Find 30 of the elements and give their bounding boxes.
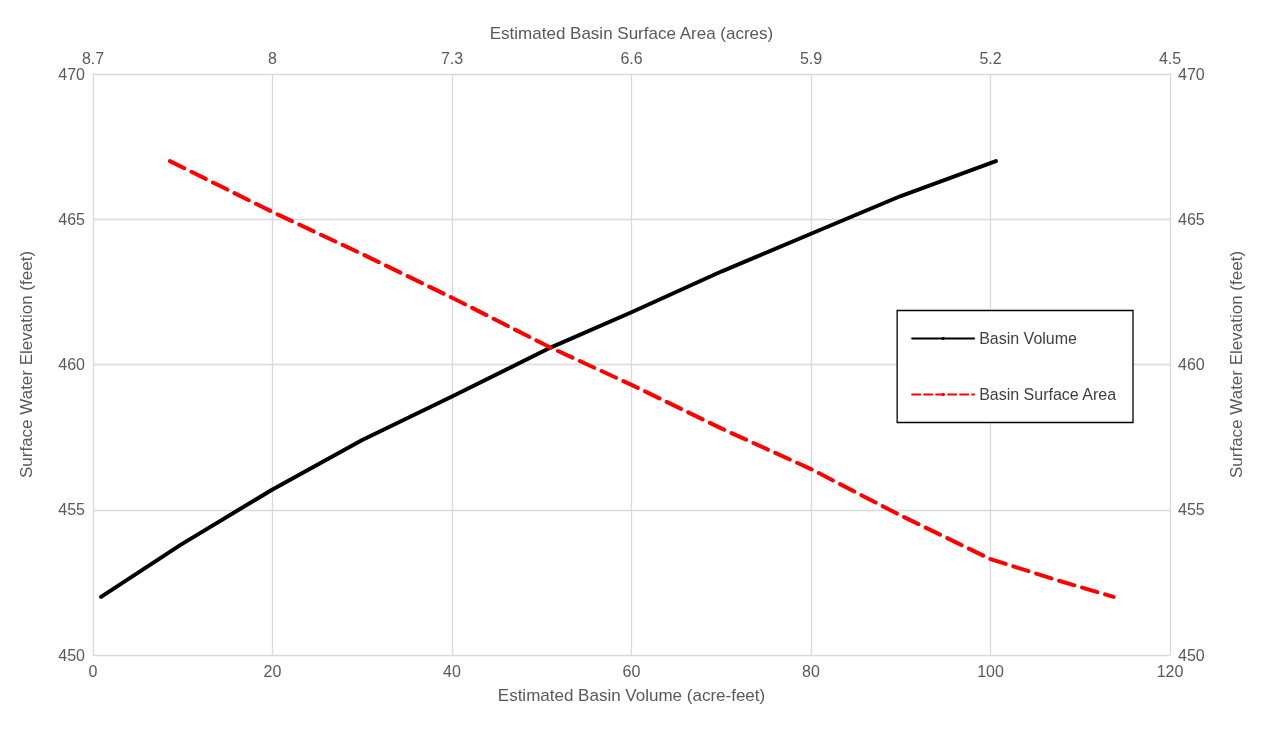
y-tick-label: 470 [58,65,86,83]
x-tick-label: 100 [977,662,1004,680]
x2-tick-label: 5.9 [799,49,823,67]
x-tick-label: 60 [622,662,641,680]
x-tick-label: 20 [263,662,282,680]
legend-label: Basin Volume [979,330,1078,347]
x2-tick-label: 4.5 [1158,49,1182,67]
x-tick-label: 40 [443,662,461,680]
y-tick-label: 460 [58,356,86,373]
y2-axis-title: Surface Water Elevation (feet) [1227,250,1246,479]
x2-tick-label: 7.3 [440,49,464,67]
x-tick-label: 0 [88,662,98,680]
x2-tick-label: 8 [268,49,278,67]
y2-tick-label: 450 [1178,646,1205,664]
x2-tick-label: 6.6 [620,49,643,67]
y2-tick-label: 465 [1178,210,1205,228]
y2-tick-label: 470 [1178,65,1205,83]
y-axis-title: Surface Water Elevation (feet) [17,250,36,479]
y-tick-label: 455 [58,501,86,519]
y-tick-label: 450 [58,646,86,664]
x2-axis-title: Estimated Basin Surface Area (acres) [489,24,774,43]
x-tick-label: 80 [802,662,820,680]
x2-tick-label: 5.2 [979,49,1002,67]
x2-tick-label: 8.7 [81,49,105,67]
x-tick-label: 120 [1156,662,1184,680]
y2-tick-label: 460 [1178,356,1205,373]
x-axis-title: Estimated Basin Volume (acre-feet) [497,686,766,705]
legend-label: Basin Surface Area [979,386,1117,403]
y2-tick-label: 455 [1178,501,1205,519]
y-tick-label: 465 [58,210,86,228]
